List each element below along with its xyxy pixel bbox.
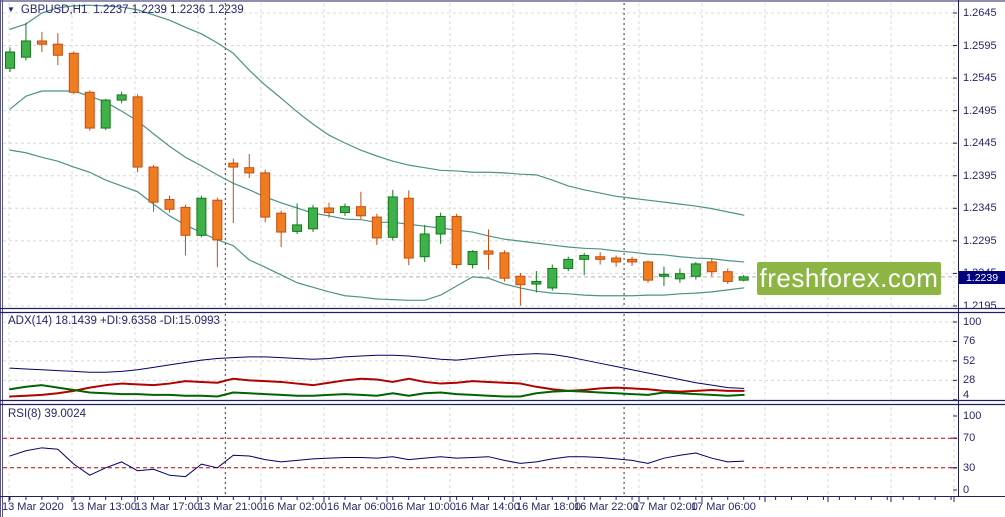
price-axis-label: 1.2345 [963,202,997,215]
chart-quotes: 1.2237 1.2239 1.2236 1.2239 [93,4,244,16]
price-axis-label: 1.2495 [963,104,997,117]
adx-scale-label: 76 [963,335,976,348]
symbol-dropdown-icon[interactable]: ▼ [7,5,15,14]
adx-scale-label: 28 [963,374,976,387]
rsi-scale-label: 0 [963,484,970,496]
time-axis-label: 13 Mar 21:00 [198,501,263,513]
chart-header: ▼ GBPUSD,H1 1.2237 1.2239 1.2236 1.2239 [7,4,244,16]
rsi-scale-label: 100 [963,410,982,422]
time-axis-label: 16 Mar 18:00 [516,501,581,513]
adx-indicator-label: ADX(14) 18.1439 +DI:9.6358 -DI:15.0993 [8,315,220,327]
time-axis-label: 13 Mar 2020 [2,501,64,513]
time-axis-label: 17 Mar 06:00 [691,501,756,513]
adx-scale-label: 100 [963,316,982,328]
rsi-indicator-label: RSI(8) 39.0024 [8,408,86,420]
price-axis-label: 1.2545 [963,72,997,85]
time-axis-label: 16 Mar 06:00 [327,501,392,513]
price-axis-label: 1.2445 [963,137,997,150]
rsi-scale-label: 70 [963,432,976,445]
time-axis-label: 16 Mar 10:00 [391,501,456,513]
time-axis-label: 17 Mar 02:00 [633,501,698,513]
time-axis-label: 16 Mar 14:00 [455,501,520,513]
time-axis-label: 16 Mar 22:00 [574,501,639,513]
adx-scale-label: 52 [963,354,976,367]
time-axis-label: 13 Mar 17:00 [135,501,200,513]
time-axis-label: 16 Mar 02:00 [262,501,327,513]
rsi-scale-label: 30 [963,461,976,474]
time-axis-label: 13 Mar 13:00 [72,501,137,513]
price-axis-label: 1.2645 [963,7,997,19]
price-axis-label: 1.2295 [963,234,997,247]
chart-symbol-period: GBPUSD,H1 [20,4,88,16]
adx-scale-label: 4 [963,389,970,401]
freshforex-watermark: freshforex.com [757,262,941,295]
price-axis-label: 1.2195 [963,299,997,312]
price-axis-label: 1.2595 [963,39,997,52]
price-axis-label: 1.2395 [963,169,997,182]
current-price-badge: 1.2239 [959,271,1005,284]
